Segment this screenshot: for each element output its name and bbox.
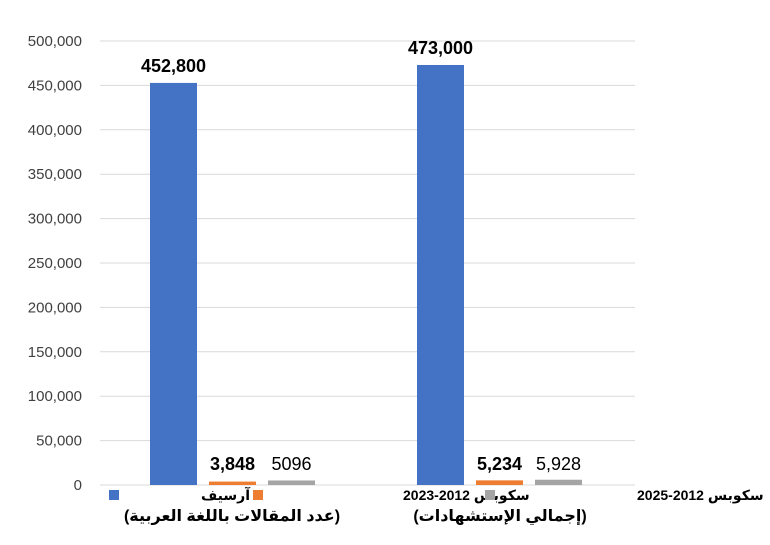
legend-label: سكوبس 2012-2025 xyxy=(637,487,764,504)
y-tick-label: 300,000 xyxy=(28,211,82,228)
y-tick-label: 250,000 xyxy=(28,255,82,272)
bar xyxy=(417,64,464,485)
category-labels: (عدد المقالات باللغة العربية) (إجمالي الإ… xyxy=(124,508,587,526)
bars xyxy=(150,64,582,485)
bar xyxy=(476,480,523,485)
data-label: 5,928 xyxy=(536,454,581,474)
category-label: (إجمالي الإستشهادات) xyxy=(413,508,586,526)
y-tick-label: 450,000 xyxy=(28,77,82,94)
data-label: 5,234 xyxy=(477,454,522,474)
y-axis-ticks: 0 50,000 100,000 150,000 200,000 250,000 300,0… xyxy=(28,33,82,494)
legend: آرسيف سكوبس 2012-2023 سكوبس 2012-2025 xyxy=(109,486,764,504)
data-label: 3,848 xyxy=(210,454,255,474)
bar xyxy=(150,82,197,485)
y-tick-label: 50,000 xyxy=(36,433,82,450)
legend-swatch xyxy=(109,490,119,500)
data-label: 5096 xyxy=(271,454,311,474)
y-tick-label: 200,000 xyxy=(28,299,82,316)
bar xyxy=(209,481,256,485)
y-tick-label: 150,000 xyxy=(28,344,82,361)
legend-label: آرسيف xyxy=(201,486,251,503)
category-label: (عدد المقالات باللغة العربية) xyxy=(124,508,340,525)
data-label: 473,000 xyxy=(408,38,473,58)
data-labels: 452,800 3,848 5096 473,000 5,234 5,928 xyxy=(141,38,581,474)
bar xyxy=(535,479,582,485)
legend-swatch xyxy=(485,490,495,500)
bar xyxy=(268,480,315,485)
y-tick-label: 0 xyxy=(74,477,82,494)
y-tick-label: 500,000 xyxy=(28,33,82,50)
data-label: 452,800 xyxy=(141,56,206,76)
legend-label: سكوبس 2012-2023 xyxy=(403,487,530,504)
y-tick-label: 100,000 xyxy=(28,388,82,405)
y-tick-label: 400,000 xyxy=(28,122,82,139)
legend-swatch xyxy=(253,490,263,500)
y-tick-label: 350,000 xyxy=(28,166,82,183)
